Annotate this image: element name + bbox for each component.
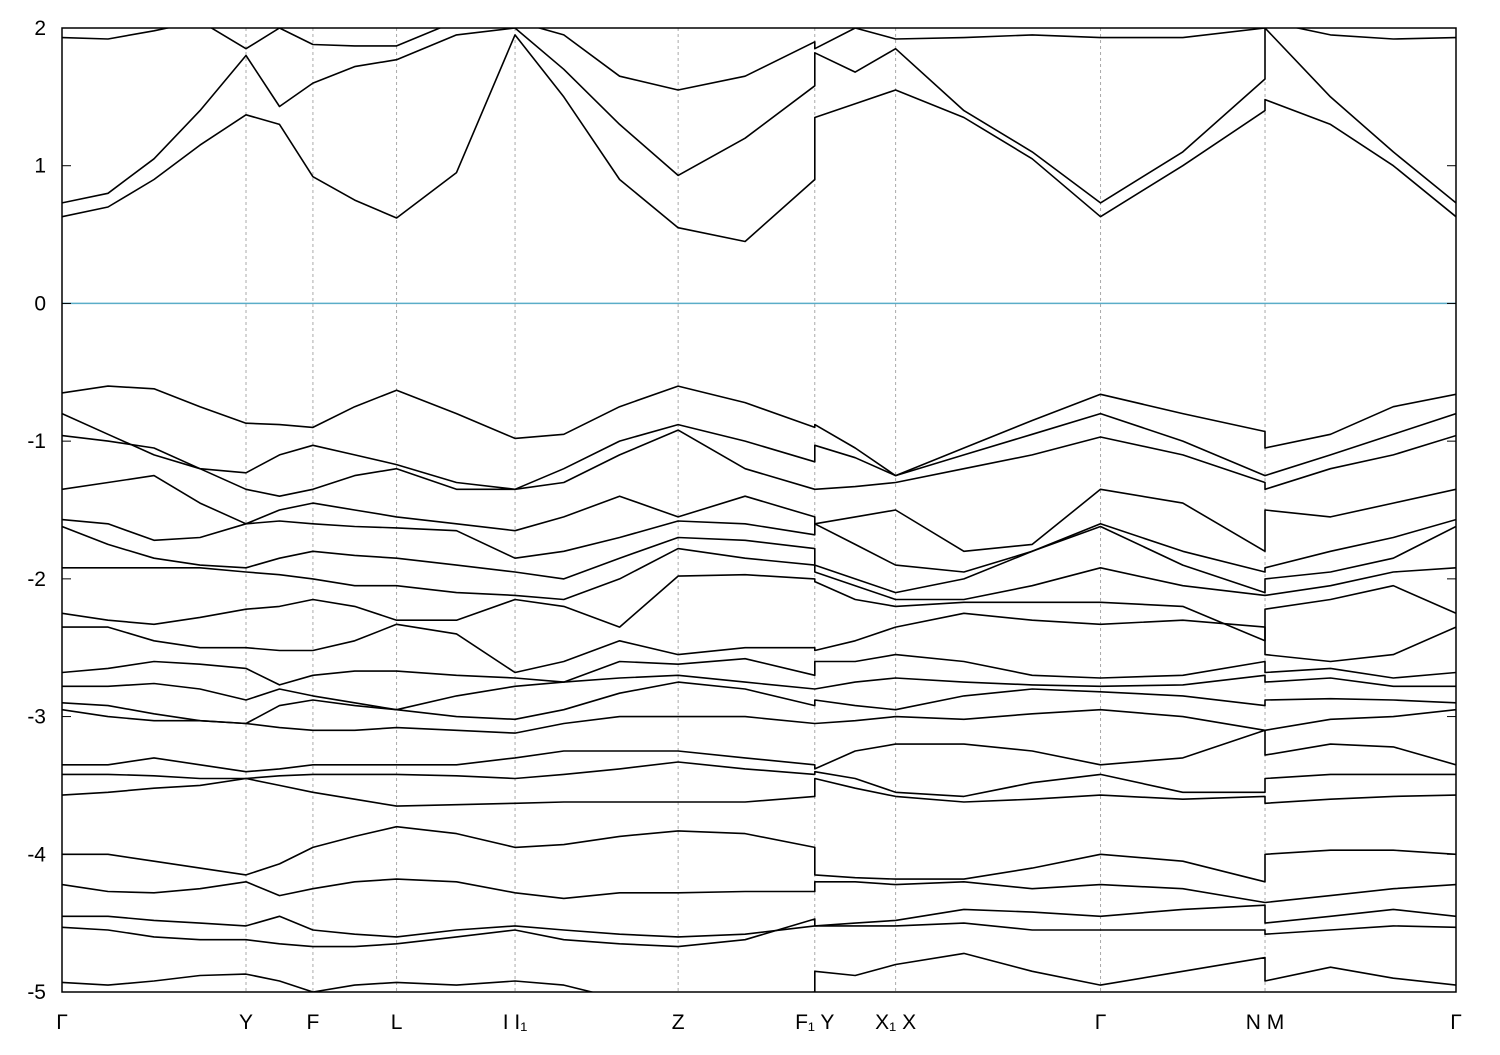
band — [62, 612, 1456, 674]
band — [62, 429, 1456, 498]
band — [62, 518, 1456, 573]
band — [62, 474, 1456, 553]
band — [62, 878, 1456, 904]
y-tick-label: 0 — [34, 292, 46, 315]
y-tick-label: 1 — [34, 155, 46, 178]
x-tick-label: F₁ Y — [795, 1011, 834, 1034]
y-tick-label: -5 — [27, 981, 46, 1004]
x-tick-label: X₁ X — [875, 1011, 916, 1034]
band — [62, 952, 1456, 992]
x-tick-label: N M — [1246, 1011, 1285, 1034]
y-tick-label: -4 — [27, 843, 46, 866]
y-tick-label: -3 — [27, 706, 46, 729]
y-tick-label: -2 — [27, 568, 46, 591]
x-tick-label: Y — [239, 1011, 253, 1034]
band — [62, 385, 1456, 477]
band — [62, 918, 1456, 948]
band — [62, 34, 1456, 243]
x-tick-label: F — [307, 1011, 320, 1034]
band — [62, 525, 1456, 594]
x-tick-label: I I₁ — [503, 1011, 528, 1034]
plot-frame — [61, 27, 1457, 993]
band — [62, 674, 1456, 711]
x-tick-label: L — [391, 1011, 403, 1034]
band — [62, 825, 1456, 883]
x-tick-label: Γ — [56, 1011, 68, 1034]
band — [62, 904, 1456, 938]
band — [62, 28, 1456, 204]
x-tick-label: Γ — [1095, 1011, 1107, 1034]
y-tick-label: -1 — [27, 430, 46, 453]
x-tick-label: Γ — [1450, 1011, 1462, 1034]
band — [62, 761, 1456, 798]
band — [62, 681, 1456, 725]
band — [62, 412, 1456, 491]
band — [62, 708, 1456, 734]
x-tick-label: Z — [672, 1011, 685, 1034]
labels: -5 -4 -3 -2 -1 0 1 2 Γ Y F L I I₁ Z F₁ Y X₁ X Γ N M Γ — [27, 17, 1461, 1034]
band — [62, 777, 1456, 807]
band — [62, 28, 1456, 91]
band — [62, 653, 1456, 686]
y-tick-label: 2 — [34, 17, 46, 40]
band — [62, 729, 1456, 773]
bands — [62, 28, 1456, 992]
grid — [61, 28, 1457, 992]
band — [62, 573, 1456, 642]
band — [62, 547, 1456, 601]
